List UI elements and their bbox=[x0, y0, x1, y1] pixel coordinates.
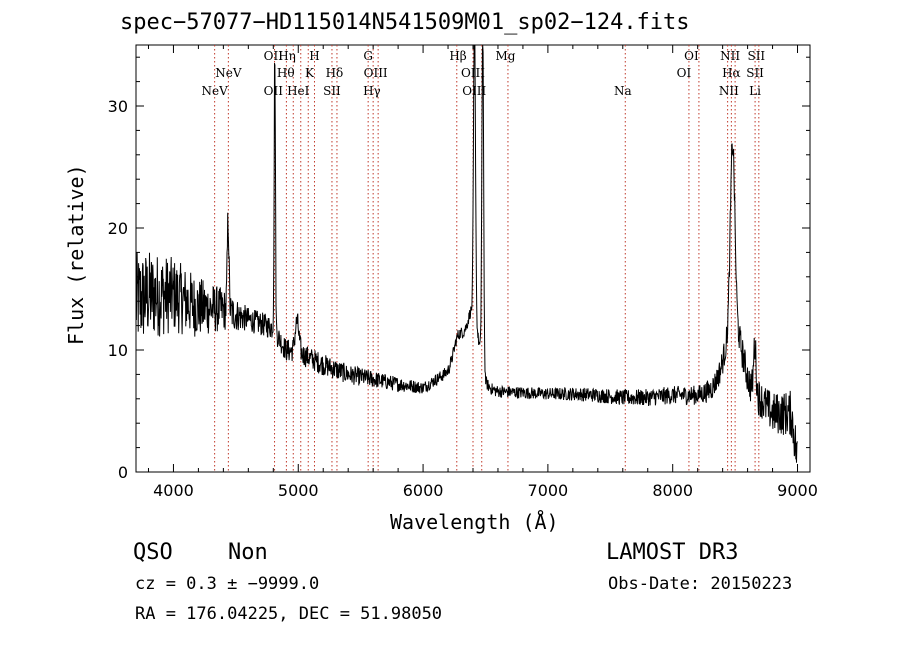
spectral-line-label: Hγ bbox=[363, 84, 381, 98]
spectral-line-label: H bbox=[309, 49, 319, 63]
spectral-line-label: OII bbox=[264, 84, 284, 98]
spectral-line-label: OIII bbox=[364, 66, 388, 80]
spectral-line-label: Mg bbox=[495, 49, 515, 63]
spectral-line-label: OI bbox=[684, 49, 699, 63]
chart-title: spec−57077−HD115014N541509M01_sp02−124.f… bbox=[120, 10, 690, 35]
spectral-line-label: K bbox=[305, 66, 315, 80]
obs-date-label: Obs-Date: 20150223 bbox=[608, 574, 793, 594]
y-tick-label: 10 bbox=[108, 341, 128, 360]
spectral-line-label: Hβ bbox=[449, 49, 466, 63]
spectral-line-label: NeV bbox=[215, 66, 242, 80]
spectral-line-label: Na bbox=[614, 84, 632, 98]
x-tick-label: 4000 bbox=[153, 481, 194, 500]
spectral-line-label: OIII bbox=[462, 84, 486, 98]
y-tick-label: 20 bbox=[108, 219, 128, 238]
spectral-line-label: OIII bbox=[461, 66, 485, 80]
spectral-line-label: SII bbox=[323, 84, 341, 98]
coordinates-label: RA = 176.04225, DEC = 51.98050 bbox=[135, 604, 443, 624]
x-tick-label: 6000 bbox=[403, 481, 444, 500]
spectral-line-label: Hη bbox=[278, 49, 296, 63]
x-tick-label: 8000 bbox=[652, 481, 693, 500]
spectrum-line bbox=[135, 44, 798, 463]
spectral-line-label: Li bbox=[749, 84, 761, 98]
x-tick-label: 7000 bbox=[528, 481, 569, 500]
spectral-line-label: Hδ bbox=[326, 66, 344, 80]
x-tick-label: 9000 bbox=[777, 481, 818, 500]
y-tick-label: 0 bbox=[118, 463, 128, 482]
spectral-line-label: NeV bbox=[201, 84, 228, 98]
survey-label: LAMOST DR3 bbox=[606, 540, 739, 565]
spectral-line-label: HeI bbox=[287, 84, 310, 98]
spectral-line-label: SII bbox=[747, 49, 765, 63]
spectral-line-label: Hα bbox=[722, 66, 741, 80]
spectral-line-label: Hθ bbox=[277, 66, 295, 80]
redshift-label: cz = 0.3 ± −9999.0 bbox=[135, 574, 320, 594]
spectral-line-label: OI bbox=[677, 66, 692, 80]
x-tick-label: 5000 bbox=[278, 481, 319, 500]
spectral-line-label: NII bbox=[720, 49, 740, 63]
subclass-label: Non bbox=[228, 540, 268, 565]
y-tick-label: 30 bbox=[108, 97, 128, 116]
x-axis-label: Wavelength (Å) bbox=[390, 510, 559, 534]
y-axis-label: Flux (relative) bbox=[64, 164, 88, 345]
spectral-line-label: G bbox=[363, 49, 373, 63]
spectral-line-label: SII bbox=[746, 66, 764, 80]
spectral-line-label: OII bbox=[264, 49, 284, 63]
spectral-line-label: NII bbox=[719, 84, 739, 98]
classification-label: QSO bbox=[133, 540, 173, 565]
